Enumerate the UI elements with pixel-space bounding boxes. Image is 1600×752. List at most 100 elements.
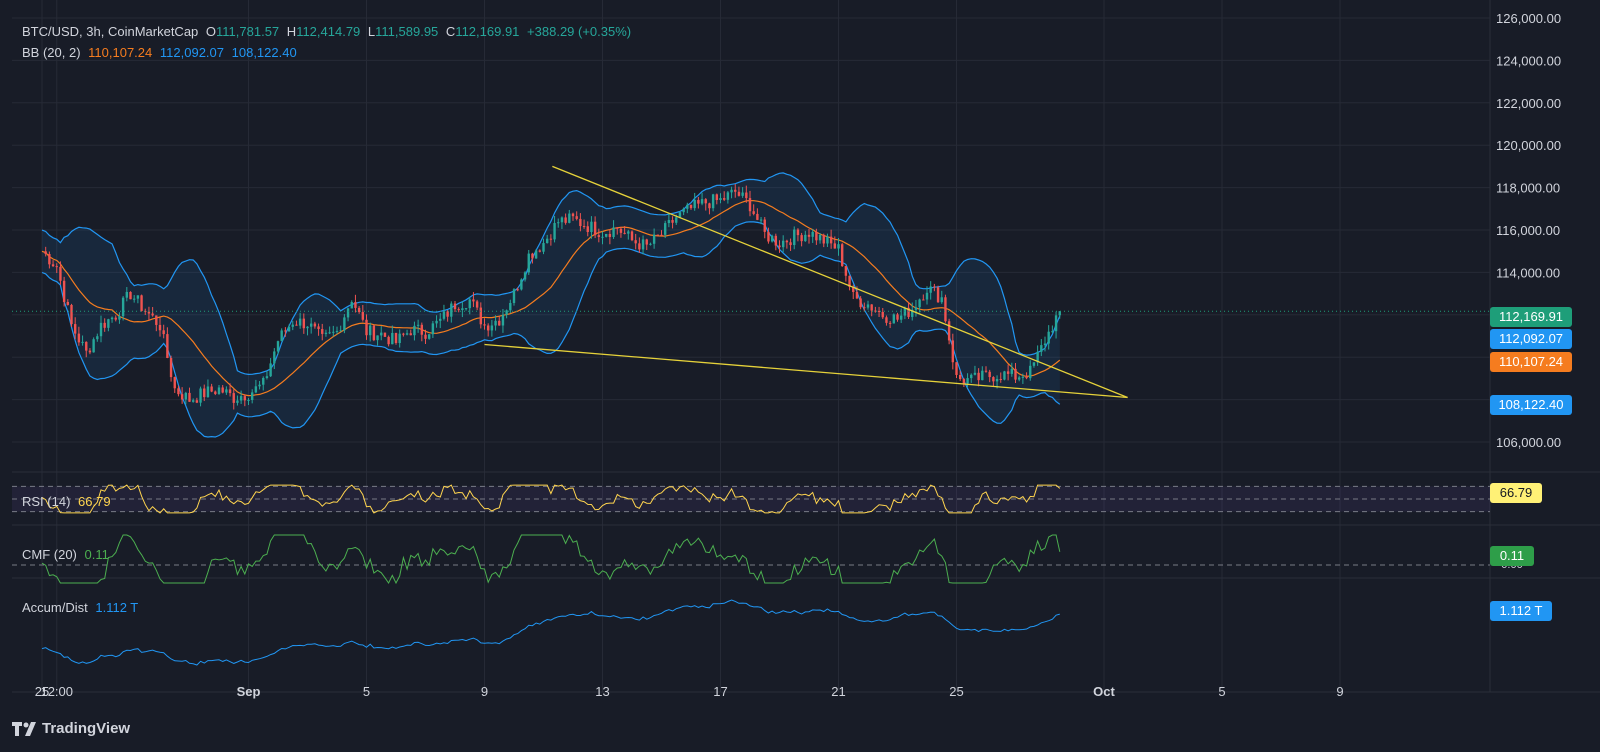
candle-body	[287, 326, 291, 332]
candle-body	[553, 223, 556, 240]
ad-value: 1.112 T	[95, 600, 139, 615]
candle-body	[722, 198, 726, 200]
symbol-title: BTC/USD, 3h, CoinMarketCap	[22, 24, 199, 39]
tradingview-logo[interactable]: TradingView	[12, 720, 130, 737]
candle-body	[793, 229, 796, 246]
candle-body	[885, 317, 888, 323]
candle-body	[1051, 331, 1054, 333]
candle-body	[914, 307, 918, 310]
candle-body	[781, 240, 785, 248]
candle-body	[955, 362, 958, 375]
cmf-line	[41, 534, 1061, 585]
candle-body	[977, 372, 980, 381]
candle-body	[962, 379, 966, 384]
candle-body	[933, 286, 936, 288]
candle-body	[70, 304, 73, 325]
candle-body	[479, 307, 483, 325]
candle-body	[361, 312, 365, 320]
candle-body	[335, 330, 339, 332]
candle-body	[398, 333, 401, 344]
candle-body	[1054, 315, 1058, 332]
candle-body	[612, 227, 615, 237]
candle-body	[627, 231, 630, 234]
candle-body	[173, 377, 176, 389]
candle-body	[486, 325, 490, 331]
y-tick-label: 126,000.00	[1496, 11, 1561, 26]
candle-body	[258, 384, 261, 387]
candle-body	[638, 243, 641, 250]
candle-body	[804, 234, 807, 242]
candle-body	[770, 235, 774, 242]
candle-body	[597, 235, 601, 237]
candle-body	[763, 219, 766, 232]
candle-body	[376, 335, 379, 341]
y-tick-label: 114,000.00	[1496, 265, 1560, 280]
bb-label: BB (20, 2)	[22, 45, 81, 60]
candle-body	[1003, 371, 1006, 380]
x-tick-label: 12:00	[40, 684, 73, 699]
candle-body	[922, 299, 925, 301]
candle-body	[852, 286, 855, 292]
candle-body	[542, 243, 545, 252]
candle-body	[593, 221, 597, 236]
candle-body	[162, 330, 165, 335]
candle-body	[752, 211, 755, 214]
candle-body	[461, 308, 464, 311]
candle-body	[796, 229, 800, 236]
candle-body	[734, 189, 737, 192]
candle-body	[918, 299, 921, 308]
candle-body	[778, 245, 781, 248]
grid	[12, 0, 1600, 693]
x-tick-label: 25	[949, 684, 963, 699]
candle-body	[125, 291, 129, 298]
candle-body	[523, 272, 527, 280]
candle-body	[815, 231, 818, 241]
candle-body	[616, 227, 619, 229]
candle-body	[604, 233, 608, 237]
candle-body	[276, 341, 280, 352]
bb-lower-badge: 108,122.40	[1490, 395, 1572, 415]
y-tick-label: 120,000.00	[1496, 138, 1561, 153]
candle-body	[55, 266, 58, 268]
candle-body	[582, 226, 586, 228]
candle-body	[641, 239, 645, 250]
close-label: C	[445, 24, 456, 39]
candle-body	[951, 340, 955, 363]
candle-body	[92, 339, 95, 353]
candle-body	[387, 336, 390, 345]
candle-body	[239, 396, 243, 401]
candle-body	[321, 329, 324, 334]
candle-body	[925, 292, 929, 300]
candle-body	[435, 320, 438, 324]
candle-body	[107, 319, 110, 328]
candle-body	[228, 389, 232, 394]
candle-body	[357, 307, 361, 313]
high-label: H	[286, 24, 297, 39]
candle-body	[896, 314, 899, 320]
candle-body	[232, 393, 235, 403]
candle-body	[206, 386, 210, 398]
candle-body	[346, 308, 350, 318]
cmf-label: CMF (20)	[22, 547, 77, 562]
candle-body	[195, 400, 199, 403]
candle-body	[671, 220, 674, 223]
candle-body	[158, 324, 162, 331]
candle-body	[892, 314, 896, 324]
candle-body	[741, 192, 744, 196]
candle-body	[774, 235, 778, 246]
candle-body	[402, 333, 405, 335]
candle-body	[44, 251, 47, 255]
candle-body	[748, 198, 752, 212]
candle-body	[903, 307, 907, 316]
candle-body	[450, 303, 453, 317]
candle-body	[601, 236, 604, 238]
candle-body	[682, 208, 685, 213]
candle-body	[180, 394, 184, 400]
candle-body	[291, 324, 294, 327]
candle-body	[999, 378, 1002, 380]
bb-lower-line	[41, 221, 1061, 438]
rsi-value: 66.79	[78, 494, 111, 509]
candle-body	[557, 222, 560, 224]
close-value: 112,169.91	[455, 24, 520, 39]
candle-body	[96, 336, 99, 340]
